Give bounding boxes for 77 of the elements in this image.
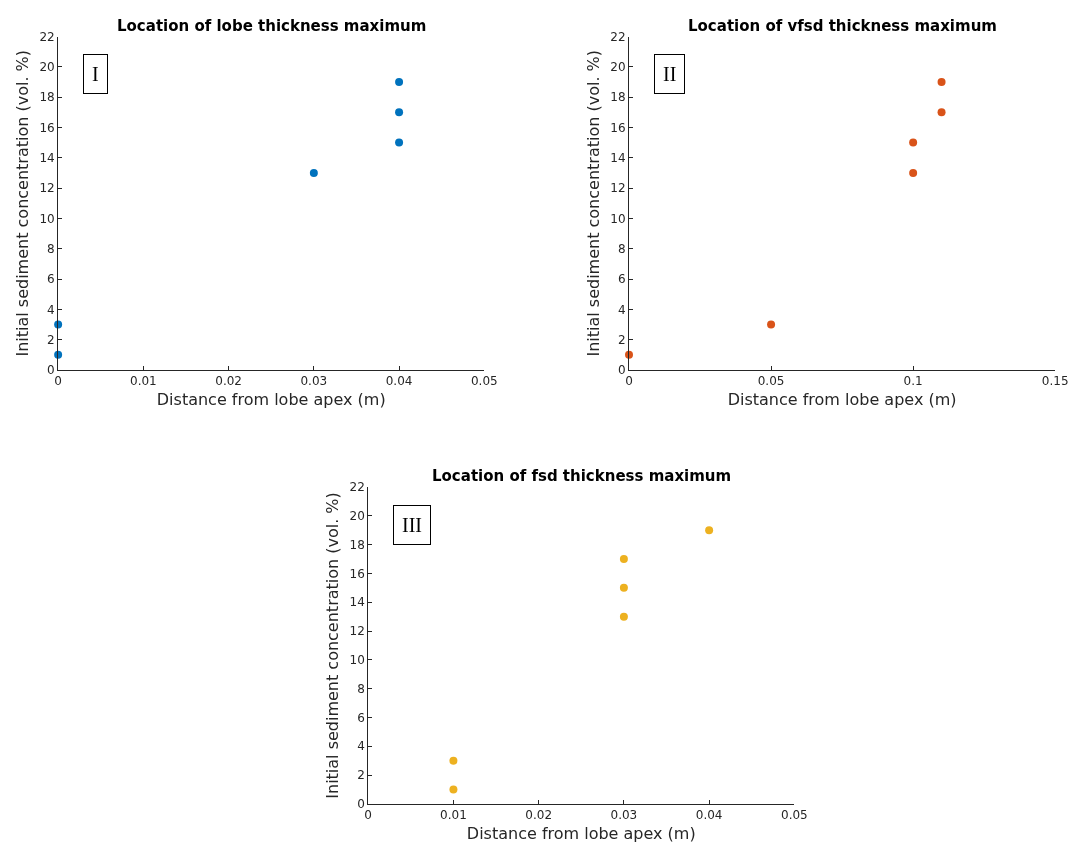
y-tick-label: 2 [617, 332, 626, 347]
x-tick-label: 0.05 [757, 374, 785, 389]
point [309, 168, 318, 177]
y-tick-label: 18 [349, 537, 365, 552]
x-axis-title: Distance from lobe apex (m) [727, 390, 957, 410]
point [767, 320, 776, 329]
y-tick-label: 22 [39, 29, 55, 44]
y-tick-label: 4 [617, 302, 626, 317]
point [937, 108, 946, 117]
chart-title: Location of vfsd thickness maximum [688, 17, 997, 35]
x-tick-label: 0.1 [903, 374, 923, 389]
y-tick-label: 22 [349, 480, 365, 495]
y-tick-label: 0 [357, 797, 365, 812]
y-tick-label: 8 [47, 241, 55, 256]
x-axis-title: Distance from lobe apex (m) [156, 390, 386, 410]
x-tick-label: 0.01 [130, 374, 157, 389]
x-tick-label: 0.01 [440, 808, 467, 823]
chart-title: Location of fsd thickness maximum [432, 467, 732, 485]
point [395, 108, 404, 117]
y-tick-label: 16 [39, 120, 55, 135]
x-tick-label: 0.05 [470, 374, 498, 389]
y-axis-title: Initial sediment concentration (vol. %) [584, 49, 604, 357]
y-tick-label: 2 [47, 332, 55, 347]
y-tick-label: 14 [610, 150, 626, 165]
y-tick-label: 12 [349, 624, 365, 639]
y-tick-label: 14 [39, 150, 55, 165]
y-tick-label: 6 [357, 710, 365, 725]
y-tick-label: 20 [610, 60, 626, 75]
x-tick-label: 0.04 [385, 374, 413, 389]
y-tick-label: 14 [349, 595, 365, 610]
y-tick-label: 8 [617, 241, 626, 256]
y-tick-label: 20 [39, 60, 55, 75]
x-tick-label: 0.03 [300, 374, 328, 389]
point [449, 785, 458, 794]
annotation: II [663, 63, 677, 85]
y-tick-label: 12 [610, 181, 626, 196]
x-tick-label: 0.15 [1041, 374, 1069, 389]
x-axis-title: Distance from lobe apex (m) [466, 823, 696, 843]
point [619, 555, 628, 564]
chart-title: Location of lobe thickness maximum [117, 17, 427, 35]
x-tick-label: 0.03 [610, 808, 638, 823]
point [395, 77, 404, 86]
point [705, 526, 714, 535]
y-tick-label: 18 [610, 90, 626, 105]
point [619, 612, 628, 621]
y-tick-label: 20 [349, 509, 365, 524]
annotation: I [92, 63, 99, 85]
y-axis-title: Initial sediment concentration (vol. %) [323, 492, 343, 799]
x-tick-label: 0.05 [781, 808, 808, 823]
y-tick-label: 0 [617, 363, 626, 378]
y-axis-title: Initial sediment concentration (vol. %) [13, 49, 33, 357]
x-tick-label: 0.04 [695, 808, 723, 823]
y-tick-label: 18 [39, 90, 55, 105]
y-tick-label: 2 [357, 768, 365, 783]
y-tick-label: 16 [349, 566, 365, 581]
x-tick-label: 0.02 [525, 808, 553, 823]
point [909, 138, 918, 147]
y-tick-label: 12 [39, 181, 55, 196]
y-tick-label: 0 [47, 363, 55, 378]
point [54, 350, 63, 359]
y-tick-label: 10 [610, 211, 626, 226]
point [395, 138, 404, 147]
y-tick-label: 10 [39, 211, 55, 226]
y-tick-label: 4 [47, 302, 55, 317]
point [619, 583, 628, 592]
point [937, 77, 946, 86]
y-tick-label: 4 [357, 739, 365, 754]
annotation: III [402, 514, 422, 536]
y-tick-label: 16 [610, 120, 626, 135]
y-tick-label: 6 [47, 272, 55, 287]
y-tick-label: 6 [617, 272, 626, 287]
x-tick-label: 0.02 [215, 374, 242, 389]
y-tick-label: 22 [610, 29, 626, 44]
point [449, 756, 458, 765]
y-tick-label: 10 [349, 653, 365, 668]
y-tick-label: 8 [357, 681, 365, 696]
point [909, 168, 918, 177]
